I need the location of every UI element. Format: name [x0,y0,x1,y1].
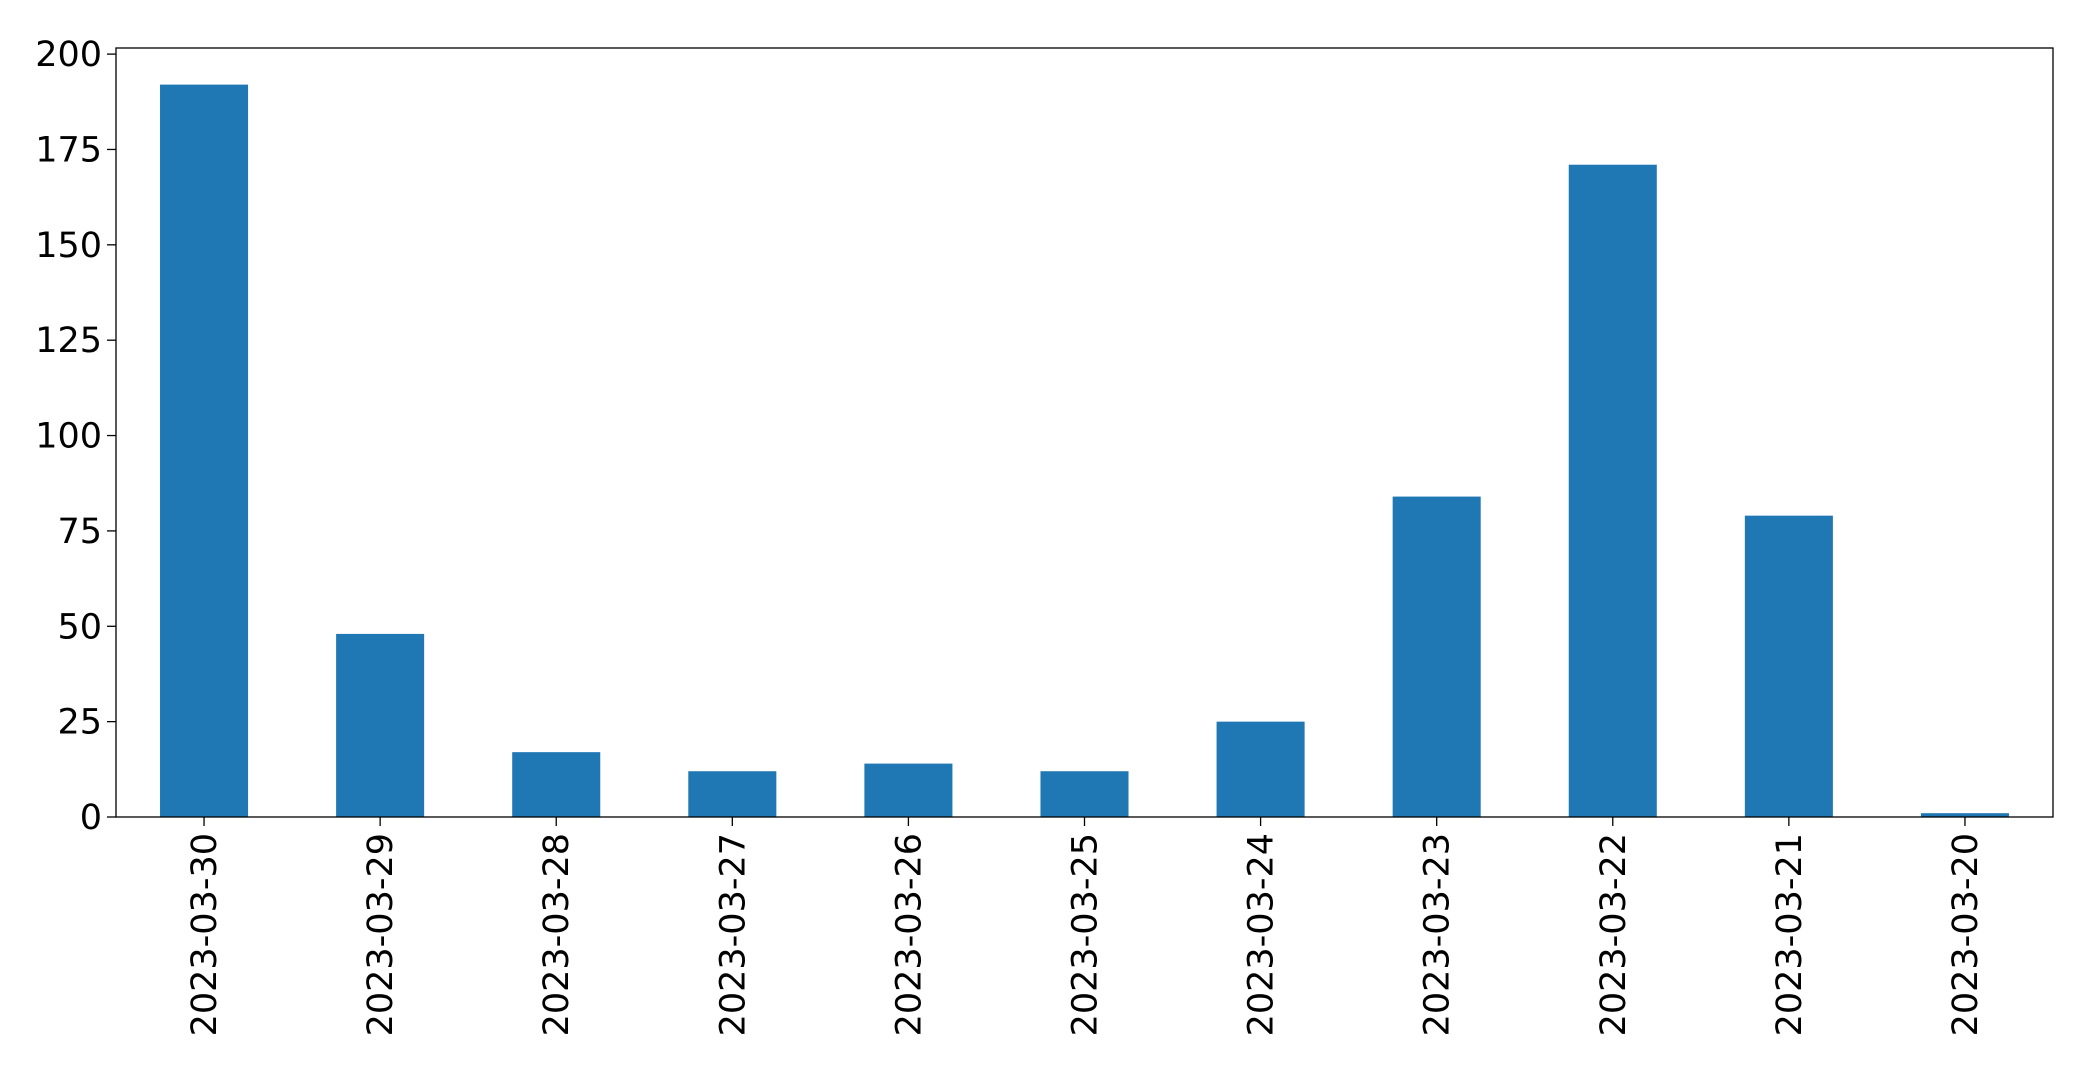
bar [1568,164,1657,818]
y-tick-label: 125 [35,321,102,361]
x-tick-label: 2023-03-27 [713,833,753,1036]
x-tick-label: 2023-03-29 [361,833,401,1036]
x-tick-label: 2023-03-25 [1066,833,1106,1036]
bar [864,763,953,817]
x-tick-label: 2023-03-22 [1594,833,1634,1036]
y-tick-label: 175 [35,130,102,170]
bar [1216,721,1305,817]
x-tick-label: 2023-03-26 [889,833,929,1036]
bar [1040,771,1129,817]
bar [160,84,249,818]
y-tick-label: 100 [35,417,102,457]
x-tick-label: 2023-03-20 [1946,833,1986,1036]
y-tick-label: 150 [35,226,102,266]
x-tick-label: 2023-03-28 [537,833,577,1036]
bar [688,771,777,817]
y-tick-label: 75 [57,512,102,552]
x-tick-label: 2023-03-30 [185,833,225,1036]
plot-frame [115,47,2054,818]
y-tick-label: 50 [57,607,102,647]
x-tick-label: 2023-03-23 [1418,833,1458,1036]
y-tick-label: 0 [80,798,102,838]
bar [336,633,425,817]
bar [1392,496,1481,817]
y-tick-label: 25 [57,703,102,743]
x-tick-label: 2023-03-21 [1770,833,1810,1036]
bar [1920,813,2009,817]
bar [512,752,601,817]
y-tick-label: 200 [35,35,102,75]
bar [1744,515,1833,817]
x-tick-label: 2023-03-24 [1242,833,1282,1036]
